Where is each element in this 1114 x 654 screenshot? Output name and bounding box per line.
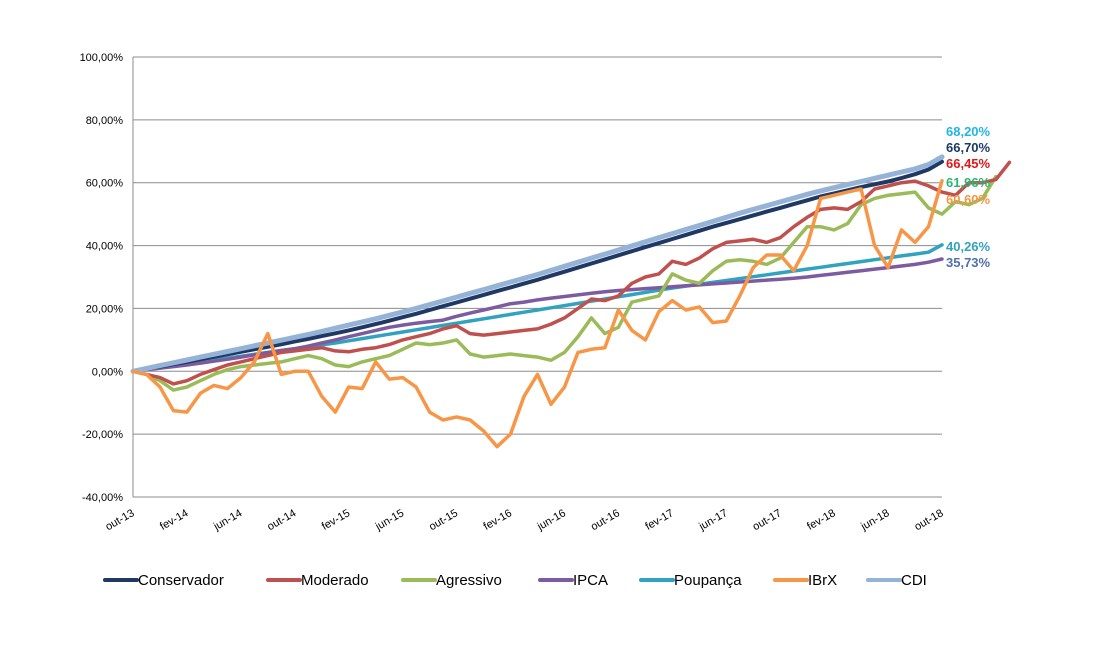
x-tick-label: jun-15 [373, 507, 406, 533]
x-tick-label: out-14 [265, 507, 298, 533]
y-tick-label: 100,00% [80, 52, 124, 64]
series-line-ipca [131, 257, 944, 374]
y-tick-label: 80,00% [86, 115, 124, 127]
x-tick-label: out-15 [427, 507, 460, 533]
series-lines [130, 154, 1012, 449]
x-tick-label: fev-15 [320, 507, 352, 533]
y-tick-label: 20,00% [86, 303, 124, 315]
x-tick-label: fev-14 [158, 507, 190, 533]
series-line-moderado [131, 160, 1012, 386]
x-tick-label: out-16 [589, 507, 622, 533]
series-line-ibrx [131, 179, 944, 449]
x-tick-label: out-13 [103, 507, 136, 533]
legend: Conservador Moderado Agressivo IPCA Poupança… [103, 572, 927, 589]
legend-label: Conservador [138, 572, 224, 589]
end-value-label: 60,60% [946, 192, 991, 207]
x-tick-label: jun-14 [211, 507, 244, 533]
legend-label: Moderado [301, 572, 369, 589]
end-value-labels: 68,20%66,70%66,45% 61,96% 60,60% 40,26%35,7… [946, 124, 991, 270]
x-tick-label: jun-16 [535, 507, 568, 533]
y-axis-tick-labels: -40,00% -20,00% 0,00% 20,00% 40,00% 60,00% 80,… [80, 52, 124, 504]
end-value-label: 66,45% [946, 156, 991, 171]
end-value-label: 68,20% [946, 124, 991, 139]
x-tick-label: fev-18 [805, 507, 837, 533]
end-value-label: 40,26% [946, 239, 991, 254]
y-tick-label: -40,00% [82, 492, 123, 504]
y-tick-label: 40,00% [86, 241, 124, 253]
end-value-label: 61,96% [946, 175, 991, 190]
legend-label: Agressivo [436, 572, 502, 589]
series-line-cdi [130, 154, 945, 374]
y-tick-label: -20,00% [82, 429, 123, 441]
x-tick-label: fev-16 [482, 507, 514, 533]
x-tick-label: jun-17 [696, 507, 729, 533]
x-axis-tick-labels: out-13 fev-14 jun-14 out-14 fev-15 jun-15 out-… [103, 507, 945, 533]
series-line-conservador [131, 159, 944, 374]
end-value-label: 35,73% [946, 255, 991, 270]
x-tick-label: jun-18 [858, 507, 891, 533]
x-tick-label: out-18 [912, 507, 945, 533]
x-tick-label: out-17 [751, 507, 784, 533]
legend-label: CDI [901, 572, 927, 589]
legend-label: Poupança [674, 572, 742, 589]
legend-label: IBrX [808, 572, 837, 589]
legend-label: IPCA [573, 572, 608, 589]
y-tick-label: 60,00% [86, 178, 124, 190]
gridlines [133, 56, 942, 498]
end-value-label: 66,70% [946, 140, 991, 155]
x-tick-label: fev-17 [643, 507, 675, 533]
y-tick-label: 0,00% [92, 366, 123, 378]
